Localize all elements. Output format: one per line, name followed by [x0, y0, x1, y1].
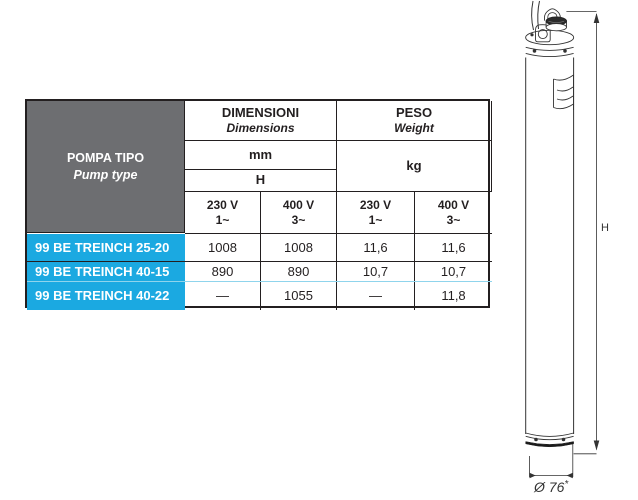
svg-text:Ø 76*: Ø 76*: [533, 479, 569, 496]
svg-text:H: H: [601, 222, 609, 234]
